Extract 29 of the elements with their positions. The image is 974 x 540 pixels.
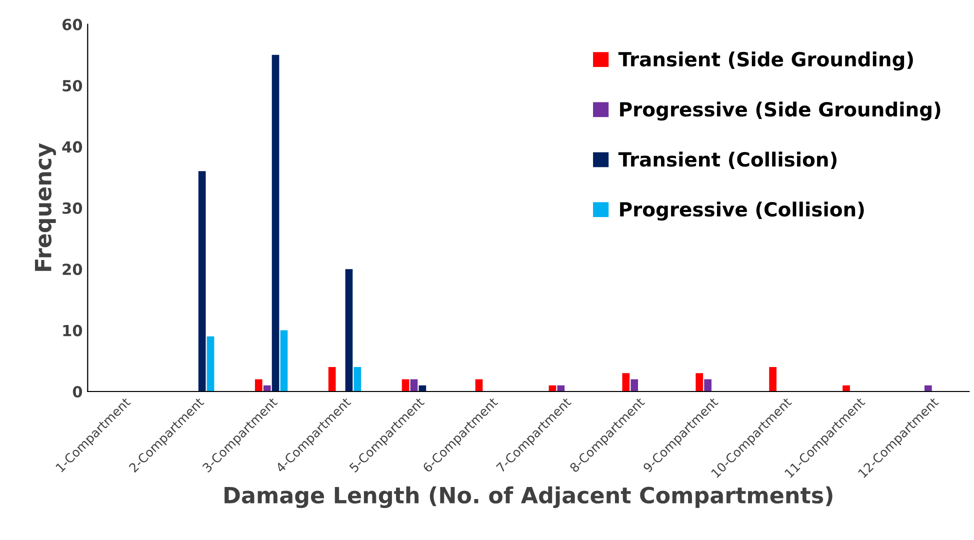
y-axis-title: Frequency <box>34 143 56 271</box>
bar <box>328 367 336 392</box>
legend-label: Transient (Side Grounding) <box>618 52 913 70</box>
bar <box>206 336 214 392</box>
y-tick-label: 0 <box>72 386 82 398</box>
legend-label: Progressive (Collision) <box>620 202 864 221</box>
x-axis-title: Damage Length (No. of Adjacent Compartments) <box>224 486 832 508</box>
legend-label: Transient (Collision) <box>618 152 836 170</box>
y-tick-label: 30 <box>62 202 82 214</box>
y-tick-label: 50 <box>62 80 82 92</box>
bar <box>924 385 932 392</box>
bar <box>198 171 206 392</box>
bar <box>842 385 850 392</box>
bar <box>630 379 638 392</box>
legend-label: Progressive (Side Grounding) <box>620 102 940 121</box>
y-tick-label: 20 <box>62 264 82 276</box>
bar <box>254 379 262 392</box>
bar <box>622 373 630 392</box>
bar <box>345 269 353 392</box>
y-tick-label: 60 <box>62 18 82 30</box>
bar <box>280 330 288 392</box>
bar <box>704 379 712 392</box>
bar <box>769 367 776 392</box>
bar <box>557 385 565 392</box>
y-tick-label: 10 <box>63 324 82 336</box>
bar <box>696 373 704 392</box>
bar <box>272 54 280 392</box>
bar <box>354 367 362 392</box>
y-tick-label: 40 <box>62 141 82 153</box>
